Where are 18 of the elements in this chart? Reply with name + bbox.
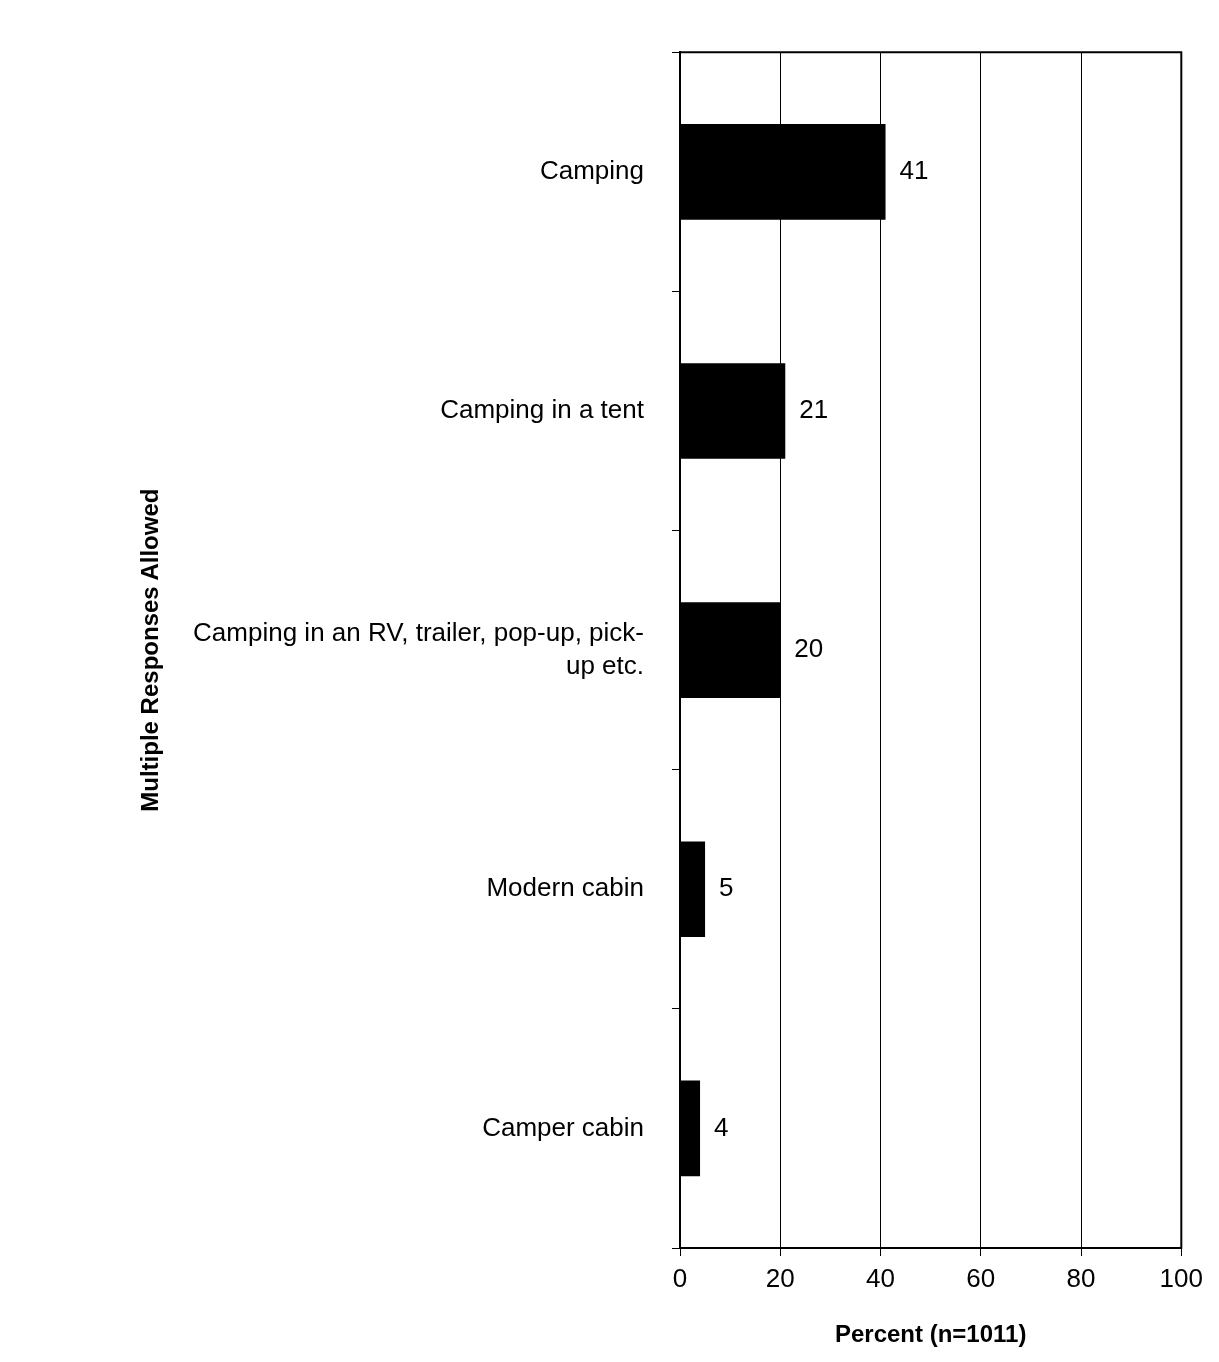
x-axis-title: Percent (n=1011) (834, 1320, 1027, 1348)
x-tick-label: 100 (1159, 1262, 1204, 1293)
x-tick-label: 60 (966, 1262, 996, 1293)
x-tick-label: 20 (765, 1262, 795, 1293)
y-axis-title: Multiple Responses Allowed (136, 488, 164, 812)
x-tick-label: 40 (866, 1262, 895, 1293)
data-label: 5 (719, 872, 734, 903)
x-tick-label: 0 (672, 1262, 688, 1293)
y-tick-label: Camper cabin (482, 1111, 644, 1142)
y-tick-label: Camping in a tent (440, 394, 645, 425)
y-tick-label: Modern cabin (486, 872, 644, 903)
y-tick-label: Camping (539, 155, 644, 185)
data-label: 20 (794, 633, 824, 664)
y-tick-label: Camping in an RV, trailer, pop-up, pick-up etc. (193, 617, 644, 680)
data-label: 4 (714, 1111, 729, 1142)
data-label: 41 (899, 155, 929, 185)
x-tick-label: 80 (1066, 1262, 1096, 1293)
data-label: 21 (799, 394, 829, 425)
